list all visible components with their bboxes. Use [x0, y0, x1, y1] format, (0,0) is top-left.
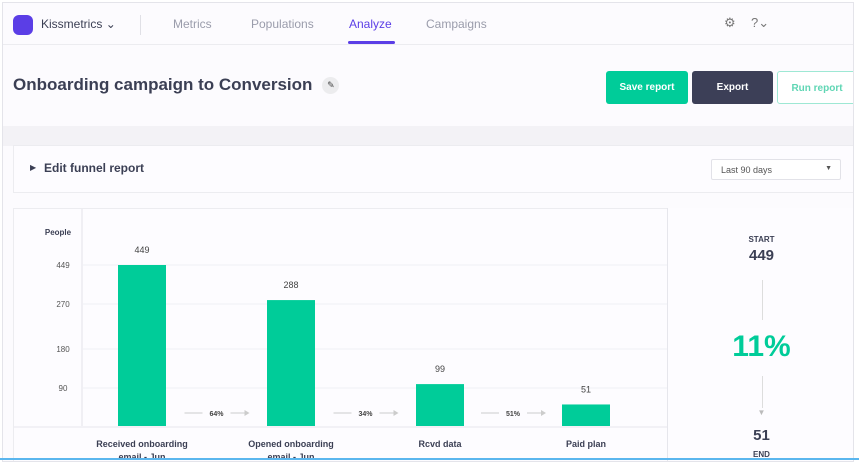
bar-value-label: 51 — [581, 384, 591, 394]
page-title: Onboarding campaign to Conversion — [13, 75, 313, 94]
category-label: Opened onboarding — [248, 439, 334, 449]
y-tick-label: 90 — [59, 384, 68, 393]
edit-funnel-panel[interactable]: ▶ Edit funnel report Last 90 days ▼ — [13, 145, 853, 193]
gear-icon[interactable]: ⚙ — [724, 15, 736, 30]
conversion-summary: START 449 11% ▼ 51 END — [667, 208, 853, 461]
funnel-chart: People 90 180 270 449 449 Received onboarding e… — [14, 209, 668, 462]
end-label: END — [753, 450, 770, 459]
active-tab-indicator — [348, 41, 395, 44]
conversion-rate: 11% — [732, 330, 791, 363]
y-axis-label: People — [45, 228, 72, 237]
progress-bar — [0, 458, 859, 460]
brand-label: Kissmetrics — [41, 17, 103, 31]
brand-menu[interactable]: Kissmetrics ⌄ — [41, 17, 116, 31]
bar — [267, 300, 315, 426]
kissmetrics-logo-icon[interactable] — [13, 15, 33, 35]
nav-analyze[interactable]: Analyze — [349, 17, 392, 31]
nav-campaigns[interactable]: Campaigns — [426, 17, 487, 31]
divider — [140, 15, 141, 35]
category-label: email - Jun — [267, 452, 314, 462]
arrow-right-icon — [541, 410, 546, 416]
save-report-button[interactable]: Save report — [606, 71, 688, 104]
category-label: Received onboarding — [96, 439, 188, 449]
arrow-right-icon — [244, 410, 250, 416]
bar — [562, 404, 610, 426]
chevron-down-icon: ▼ — [825, 165, 832, 172]
edit-funnel-label: Edit funnel report — [44, 161, 144, 175]
y-tick-label: 449 — [56, 261, 70, 270]
category-label: Rcvd data — [418, 439, 462, 449]
pencil-icon[interactable]: ✎ — [322, 76, 340, 94]
bar — [416, 384, 464, 426]
conversion-rate-label: 51% — [506, 411, 521, 418]
caret-right-icon: ▶ — [30, 163, 37, 172]
arrow-right-icon — [393, 410, 399, 416]
conversion-rate-label: 64% — [209, 411, 224, 418]
connector-line — [762, 280, 763, 320]
export-button[interactable]: Export — [692, 71, 773, 104]
bar-value-label: 449 — [134, 245, 149, 255]
title-row: Onboarding campaign to Conversion ✎ — [13, 75, 340, 95]
top-nav: Kissmetrics ⌄ Metrics Populations Analyz… — [3, 3, 853, 45]
question-circle-icon[interactable]: ?⌄ — [751, 15, 770, 30]
bar-value-label: 288 — [283, 280, 298, 290]
nav-metrics[interactable]: Metrics — [173, 17, 212, 31]
conversion-rate-label: 34% — [358, 411, 373, 418]
run-report-button[interactable]: Run report — [777, 71, 853, 104]
bar — [118, 265, 166, 426]
chevron-down-icon: ⌄ — [105, 17, 116, 31]
y-tick-label: 270 — [56, 300, 70, 309]
connector-line — [762, 376, 763, 408]
category-label: Paid plan — [566, 439, 606, 449]
y-tick-label: 180 — [56, 345, 70, 354]
divider — [3, 126, 853, 146]
nav-populations[interactable]: Populations — [251, 17, 314, 31]
bar-value-label: 99 — [435, 364, 445, 374]
start-label: START — [748, 235, 775, 244]
start-value: 449 — [748, 247, 775, 264]
date-range-select[interactable]: Last 90 days ▼ — [711, 159, 841, 180]
end-value: 51 — [753, 427, 770, 444]
category-label: email - Jun — [118, 452, 165, 462]
date-range-value: Last 90 days — [721, 165, 773, 175]
arrow-down-icon: ▼ — [757, 408, 766, 417]
